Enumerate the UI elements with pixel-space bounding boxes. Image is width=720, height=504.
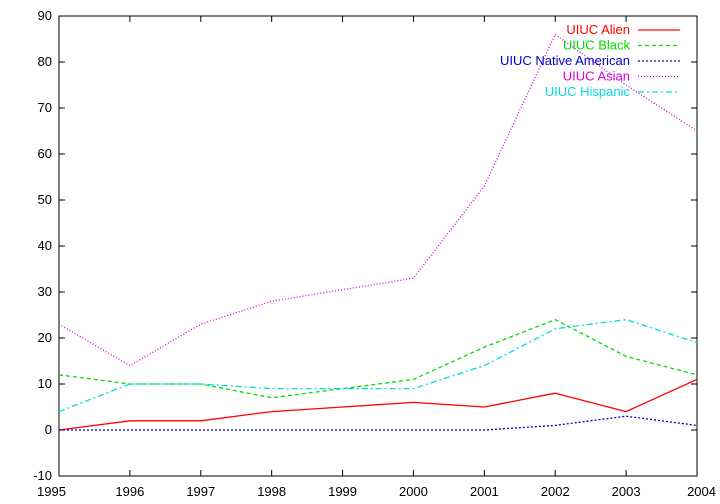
x-tick-label: 1997 xyxy=(186,484,215,499)
x-tick-label: 2003 xyxy=(612,484,641,499)
y-tick-label: 90 xyxy=(38,8,52,23)
series-line-uiuc-asian xyxy=(58,33,698,367)
y-tick-label: 10 xyxy=(38,376,52,391)
y-tick-label: 20 xyxy=(38,330,52,345)
series-line-uiuc-native-american xyxy=(59,415,698,431)
y-tick-label: 40 xyxy=(38,238,52,253)
legend-label: UIUC Alien xyxy=(566,22,630,37)
y-tick-label: 80 xyxy=(38,54,52,69)
x-tick-label: 2004 xyxy=(687,484,716,499)
series-line-uiuc-black xyxy=(58,318,698,399)
x-tick-label: 1999 xyxy=(328,484,357,499)
series-line-uiuc-alien xyxy=(58,378,698,431)
y-tick-label: 30 xyxy=(38,284,52,299)
legend-label: UIUC Native American xyxy=(500,53,630,68)
legend-label: UIUC Asian xyxy=(563,69,630,84)
legend-label: UIUC Hispanic xyxy=(545,84,631,99)
x-tick-label: 1996 xyxy=(115,484,144,499)
x-tick-label: 2000 xyxy=(399,484,428,499)
y-tick-label: -10 xyxy=(33,468,52,483)
x-tick-label: 2002 xyxy=(541,484,570,499)
y-tick-label: 0 xyxy=(45,422,52,437)
series-line-uiuc-hispanic xyxy=(58,318,698,413)
y-tick-label: 50 xyxy=(38,192,52,207)
y-tick-label: 70 xyxy=(38,100,52,115)
x-tick-label: 1998 xyxy=(257,484,286,499)
x-tick-label: 2001 xyxy=(470,484,499,499)
legend-label: UIUC Black xyxy=(563,38,631,53)
x-tick-label: 1995 xyxy=(37,484,66,499)
y-tick-label: 60 xyxy=(38,146,52,161)
